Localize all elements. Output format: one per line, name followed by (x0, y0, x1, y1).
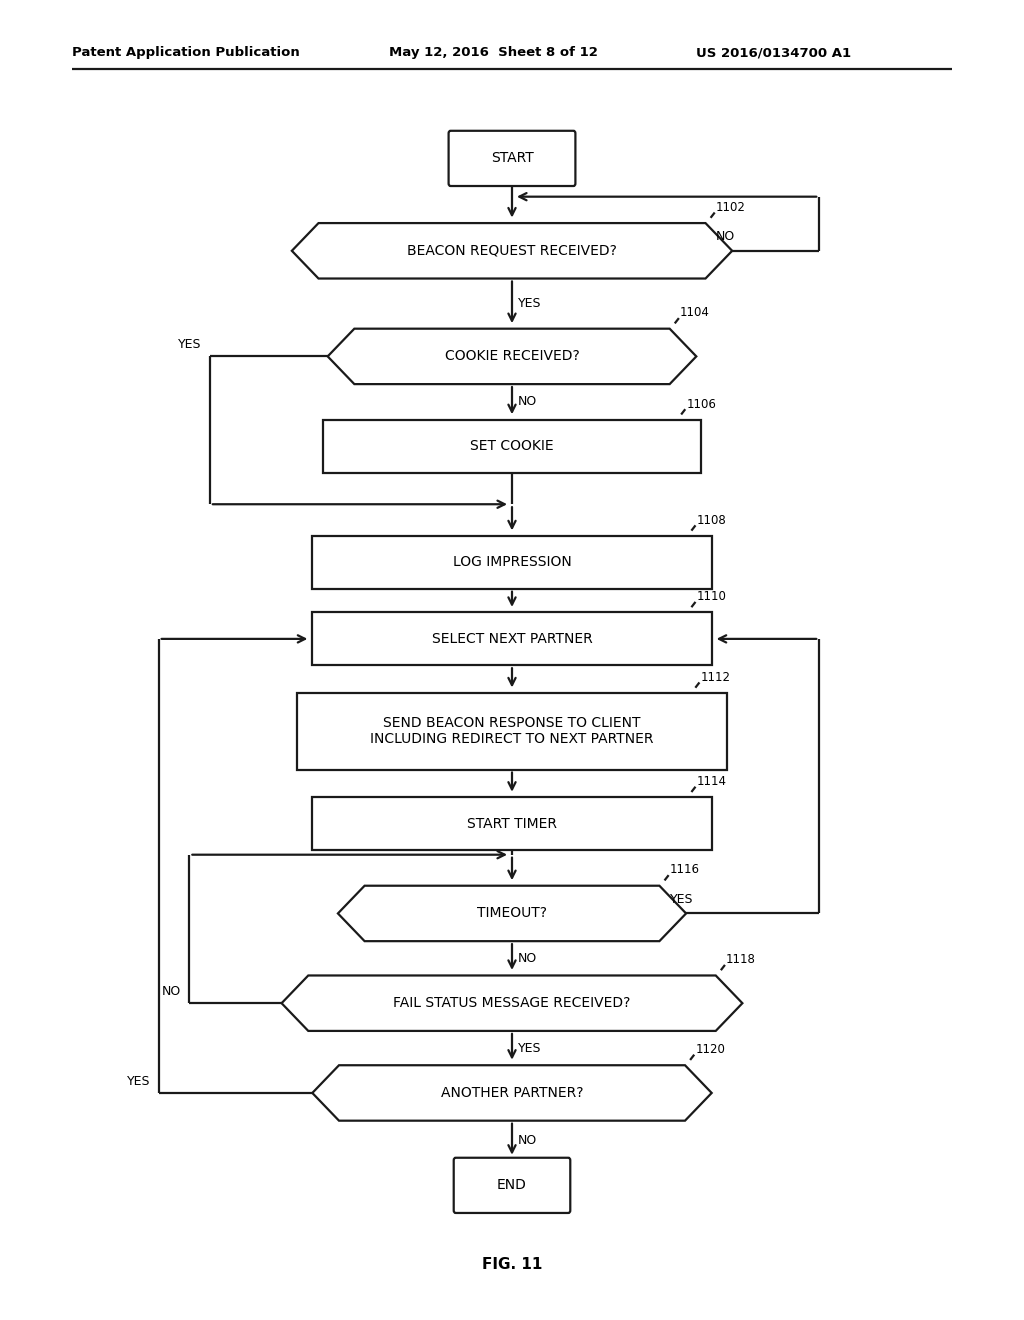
Text: SEND BEACON RESPONSE TO CLIENT
INCLUDING REDIRECT TO NEXT PARTNER: SEND BEACON RESPONSE TO CLIENT INCLUDING… (371, 717, 653, 746)
Text: YES: YES (670, 892, 693, 906)
Text: SET COOKIE: SET COOKIE (470, 440, 554, 453)
Polygon shape (292, 223, 732, 279)
Text: 1116: 1116 (670, 863, 699, 876)
Text: NO: NO (518, 952, 538, 965)
Text: END: END (497, 1179, 527, 1192)
Text: 1102: 1102 (716, 201, 745, 214)
Text: SELECT NEXT PARTNER: SELECT NEXT PARTNER (432, 632, 592, 645)
FancyBboxPatch shape (449, 131, 575, 186)
Polygon shape (282, 975, 742, 1031)
Text: YES: YES (178, 338, 202, 351)
Text: NO: NO (716, 230, 735, 243)
Text: NO: NO (518, 1134, 538, 1147)
Polygon shape (328, 329, 696, 384)
Text: LOG IMPRESSION: LOG IMPRESSION (453, 556, 571, 569)
Text: START: START (490, 152, 534, 165)
Bar (323, 420, 701, 473)
Text: 1106: 1106 (686, 397, 716, 411)
Text: 1104: 1104 (680, 306, 710, 319)
Text: YES: YES (518, 297, 542, 310)
Bar (312, 797, 712, 850)
Text: YES: YES (518, 1041, 542, 1055)
Text: ANOTHER PARTNER?: ANOTHER PARTNER? (440, 1086, 584, 1100)
Polygon shape (338, 886, 686, 941)
Text: COOKIE RECEIVED?: COOKIE RECEIVED? (444, 350, 580, 363)
Text: Patent Application Publication: Patent Application Publication (72, 46, 299, 59)
Text: NO: NO (162, 985, 181, 998)
Text: YES: YES (127, 1074, 151, 1088)
Text: FAIL STATUS MESSAGE RECEIVED?: FAIL STATUS MESSAGE RECEIVED? (393, 997, 631, 1010)
Text: 1110: 1110 (696, 590, 726, 603)
Bar (297, 693, 727, 770)
Text: NO: NO (518, 396, 538, 408)
Bar (312, 612, 712, 665)
FancyBboxPatch shape (454, 1158, 570, 1213)
Polygon shape (312, 1065, 712, 1121)
Text: May 12, 2016  Sheet 8 of 12: May 12, 2016 Sheet 8 of 12 (389, 46, 598, 59)
Text: US 2016/0134700 A1: US 2016/0134700 A1 (696, 46, 851, 59)
Text: BEACON REQUEST RECEIVED?: BEACON REQUEST RECEIVED? (408, 244, 616, 257)
Text: 1112: 1112 (700, 671, 730, 684)
Text: START TIMER: START TIMER (467, 817, 557, 830)
Text: 1120: 1120 (695, 1043, 725, 1056)
Text: FIG. 11: FIG. 11 (482, 1257, 542, 1272)
Text: 1114: 1114 (696, 775, 726, 788)
Text: TIMEOUT?: TIMEOUT? (477, 907, 547, 920)
Bar (312, 536, 712, 589)
Text: 1108: 1108 (696, 513, 726, 527)
Text: 1118: 1118 (726, 953, 756, 966)
